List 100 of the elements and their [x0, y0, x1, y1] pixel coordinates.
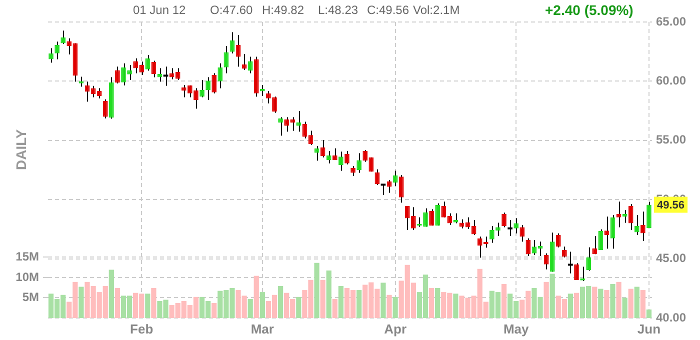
x-tick-label: Feb: [130, 321, 154, 336]
bar: [598, 288, 604, 318]
bar: [380, 282, 386, 318]
candlestick: [127, 64, 132, 81]
text: 01 Jun 12: [133, 3, 186, 17]
bar: [114, 288, 120, 318]
candlestick: [604, 216, 610, 250]
candlestick: [344, 150, 350, 165]
candlestick: [628, 203, 634, 231]
text: O:47.60: [210, 3, 253, 17]
candlestick: [506, 219, 514, 236]
bar: [634, 286, 640, 318]
bar: [610, 284, 616, 318]
bar: [338, 286, 344, 318]
candlestick: [218, 62, 223, 89]
candlestick: [48, 48, 54, 64]
bar: [616, 282, 622, 318]
bar: [326, 270, 332, 318]
candlestick: [567, 251, 574, 274]
candlestick: [453, 212, 458, 224]
bar: [640, 290, 646, 318]
candlestick: [139, 61, 144, 76]
candlestick: [248, 56, 253, 74]
candlestick: [338, 151, 344, 172]
candlestick: [200, 80, 204, 98]
bar: [151, 288, 156, 318]
bar: [453, 294, 458, 318]
bar: [501, 284, 507, 318]
candlestick: [562, 246, 567, 258]
x-tick-label: May: [503, 321, 530, 336]
candlestick: [350, 165, 356, 177]
candlestick: [54, 41, 60, 60]
bar: [392, 296, 398, 318]
candlestick: [429, 208, 434, 226]
candlestick: [272, 96, 277, 114]
y-tick-label: 65.00: [656, 14, 686, 28]
candlestick: [634, 214, 640, 236]
candlestick: [115, 66, 120, 84]
bar: [278, 286, 284, 318]
x-tick-label: Apr: [384, 321, 406, 336]
candlestick: [592, 235, 598, 255]
candlestick: [60, 30, 66, 45]
candlestick: [556, 232, 561, 248]
annotation: 49.56: [657, 199, 685, 212]
y2-tick-label: 5M: [22, 290, 39, 304]
text: Vol:2.1M: [413, 3, 460, 17]
bar: [550, 274, 555, 318]
text: H:49.82: [262, 3, 304, 17]
bar: [356, 290, 362, 318]
candlestick: [266, 90, 271, 104]
bar: [78, 286, 84, 318]
y-tick-label: 45.00: [656, 251, 686, 266]
candlestick: [616, 201, 622, 228]
candlestick: [502, 212, 506, 228]
candlestick: [646, 201, 652, 229]
candlestick: [278, 116, 283, 136]
candlestick: [194, 88, 198, 110]
bar: [568, 294, 574, 318]
candlestick: [356, 152, 362, 174]
bar: [428, 288, 434, 318]
candlestick: [490, 226, 494, 244]
bar: [386, 294, 392, 318]
candlestick: [411, 206, 416, 231]
candlestick: [423, 208, 428, 228]
candlestick: [586, 246, 591, 272]
bar: [332, 298, 338, 318]
bar: [628, 288, 634, 318]
bar: [574, 292, 580, 318]
bar: [320, 280, 326, 318]
bar: [260, 292, 265, 318]
candlestick: [398, 174, 404, 204]
candlestick: [520, 224, 525, 242]
text: L:48.23: [318, 3, 358, 17]
bar: [145, 294, 150, 318]
candlestick: [212, 72, 217, 94]
bar: [544, 282, 549, 318]
text: +2.40 (5.09%): [545, 2, 634, 18]
y2-tick-label: 10M: [16, 270, 40, 284]
bar: [604, 290, 610, 318]
candlestick: [404, 205, 410, 231]
bar: [592, 286, 598, 318]
candlestick: [78, 76, 84, 88]
bar: [646, 309, 652, 318]
bar: [108, 270, 114, 318]
x-tick-label: Mar: [250, 321, 274, 336]
candlestick: [435, 202, 440, 226]
candlestick: [102, 98, 108, 119]
candlestick: [544, 252, 549, 270]
text: C:49.56: [367, 3, 410, 17]
candlestick: [598, 228, 604, 251]
text: DAILY: [13, 129, 29, 170]
y-tick-label: 60.00: [656, 74, 686, 88]
bar: [254, 276, 259, 318]
candlestick: [326, 150, 332, 164]
bar: [248, 298, 253, 318]
candlestick: [640, 211, 646, 242]
candlestick: [284, 116, 289, 132]
candlestick: [260, 84, 265, 96]
bar: [314, 262, 320, 318]
bar: [435, 288, 440, 318]
